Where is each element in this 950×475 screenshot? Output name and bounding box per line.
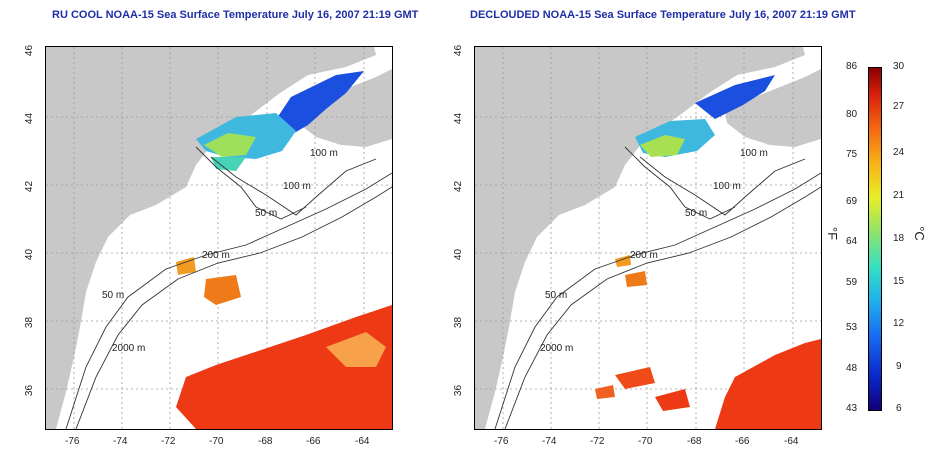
cold-water-gulf-of-maine bbox=[271, 71, 364, 139]
colorbar-c-tick-12: 12 bbox=[893, 318, 905, 329]
left-contour-label-100m-b: 100 m bbox=[283, 181, 311, 192]
colorbar-f-tick-53: 53 bbox=[846, 322, 858, 333]
right-contour-label-100m-a: 100 m bbox=[740, 148, 768, 159]
right-contour-label-200m: 200 m bbox=[630, 250, 658, 261]
left-contour-label-2000m: 2000 m bbox=[112, 343, 146, 354]
right-lon-tick-74: -74 bbox=[542, 436, 557, 447]
land-mass bbox=[475, 47, 805, 429]
colorbar-f-tick-80: 80 bbox=[846, 109, 858, 120]
right-lat-tick-38: 38 bbox=[453, 316, 465, 329]
colorbar-f-tick-86: 86 bbox=[846, 61, 858, 72]
left-lon-tick-72: -72 bbox=[161, 436, 176, 447]
right-lon-tick-68: -68 bbox=[687, 436, 702, 447]
left-contour-label-50m-a: 50 m bbox=[255, 208, 278, 219]
colorbar-c-tick-21: 21 bbox=[893, 190, 905, 201]
celsius-unit-label: °C bbox=[911, 226, 927, 241]
right-contour-label-100m-b: 100 m bbox=[713, 181, 741, 192]
left-lon-tick-70: -70 bbox=[209, 436, 224, 447]
left-sst-map bbox=[45, 46, 393, 430]
colorbar-f-tick-48: 48 bbox=[846, 363, 858, 374]
left-lon-tick-68: -68 bbox=[258, 436, 273, 447]
cold-water-gulf-of-maine bbox=[695, 75, 775, 119]
left-lat-tick-40: 40 bbox=[24, 248, 36, 261]
colorbar-c-tick-24: 24 bbox=[893, 147, 905, 158]
right-lon-tick-66: -66 bbox=[735, 436, 750, 447]
colorbar-c-tick-15: 15 bbox=[893, 276, 905, 287]
right-lon-tick-76: -76 bbox=[494, 436, 509, 447]
right-lon-tick-64: -64 bbox=[784, 436, 799, 447]
left-contour-label-50m-b: 50 m bbox=[102, 290, 125, 301]
colorbar-f-tick-69: 69 bbox=[846, 196, 858, 207]
right-lat-tick-44: 44 bbox=[453, 112, 465, 125]
left-lat-tick-38: 38 bbox=[24, 316, 36, 329]
warm-water-gulf-stream bbox=[176, 305, 392, 429]
colorbar-c-tick-30: 30 bbox=[893, 61, 905, 72]
right-lat-tick-42: 42 bbox=[453, 180, 465, 193]
colorbar-f-tick-59: 59 bbox=[846, 277, 858, 288]
right-lon-tick-70: -70 bbox=[638, 436, 653, 447]
colorbar-f-tick-43: 43 bbox=[846, 403, 858, 414]
land-mass bbox=[46, 47, 376, 429]
left-lon-tick-76: -76 bbox=[65, 436, 80, 447]
left-lat-tick-46: 46 bbox=[24, 44, 36, 57]
colorbar-f-tick-64: 64 bbox=[846, 236, 858, 247]
colorbar-c-tick-9: 9 bbox=[896, 361, 902, 372]
right-sst-map bbox=[474, 46, 822, 430]
right-lon-tick-72: -72 bbox=[590, 436, 605, 447]
colorbar-c-tick-6: 6 bbox=[896, 403, 902, 414]
left-contour-label-100m-a: 100 m bbox=[310, 148, 338, 159]
right-lat-tick-36: 36 bbox=[453, 384, 465, 397]
warm-water-gulf-stream bbox=[715, 339, 821, 429]
left-lat-tick-36: 36 bbox=[24, 384, 36, 397]
fahrenheit-unit-label: °F bbox=[825, 226, 841, 241]
right-map-title: DECLOUDED NOAA-15 Sea Surface Temperatur… bbox=[470, 9, 856, 21]
colorbar-c-tick-27: 27 bbox=[893, 101, 905, 112]
right-contour-label-2000m: 2000 m bbox=[540, 343, 574, 354]
left-lon-tick-64: -64 bbox=[355, 436, 370, 447]
nova-scotia-land bbox=[296, 69, 392, 147]
left-lat-tick-44: 44 bbox=[24, 112, 36, 125]
colorbar-f-tick-75: 75 bbox=[846, 149, 858, 160]
temperature-colorbar bbox=[868, 67, 882, 411]
nova-scotia-land bbox=[725, 69, 821, 147]
left-lon-tick-74: -74 bbox=[113, 436, 128, 447]
right-contour-label-50m-a: 50 m bbox=[685, 208, 708, 219]
left-lat-tick-42: 42 bbox=[24, 180, 36, 193]
left-contour-label-200m: 200 m bbox=[202, 250, 230, 261]
left-lon-tick-66: -66 bbox=[306, 436, 321, 447]
colorbar-c-tick-18: 18 bbox=[893, 233, 905, 244]
left-map-title: RU COOL NOAA-15 Sea Surface Temperature … bbox=[52, 9, 419, 21]
right-contour-label-50m-b: 50 m bbox=[545, 290, 568, 301]
right-lat-tick-40: 40 bbox=[453, 248, 465, 261]
right-lat-tick-46: 46 bbox=[453, 44, 465, 57]
